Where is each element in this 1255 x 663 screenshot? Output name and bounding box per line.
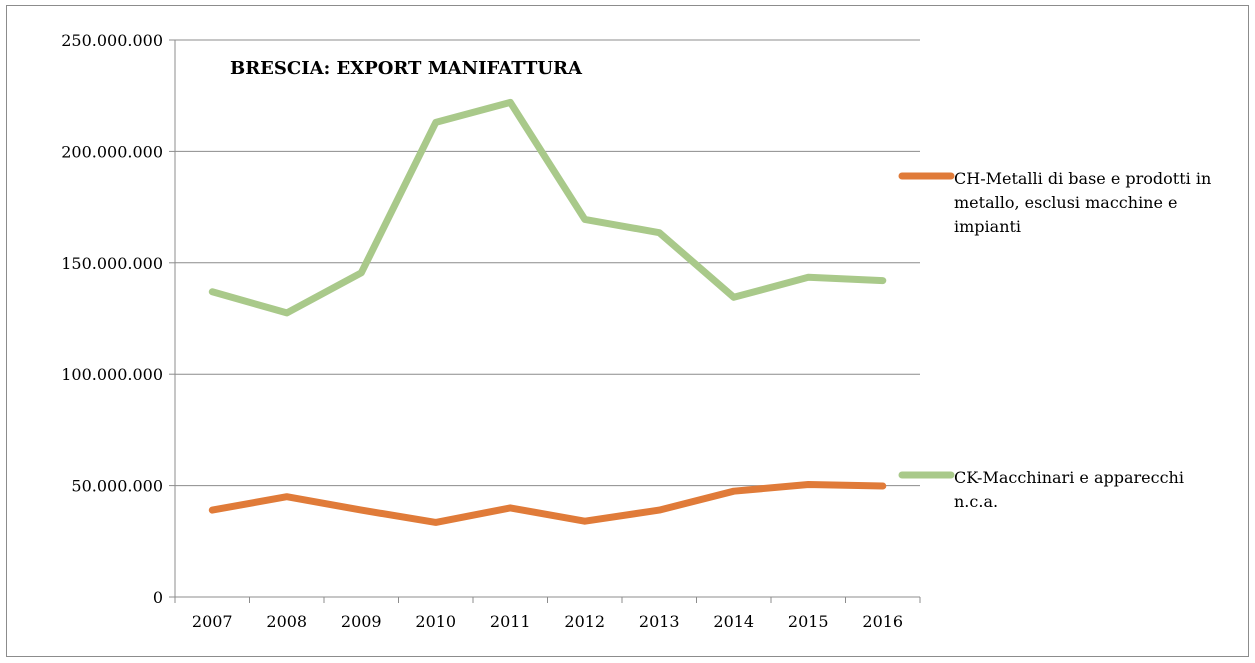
y-tick-label: 150.000.000 xyxy=(61,254,163,273)
x-tick-label: 2007 xyxy=(192,612,233,631)
legend-label-ck: CK-Macchinari e apparecchi n.c.a. xyxy=(954,468,1184,511)
legend-label-ch: CH-Metalli di base e prodotti in metallo… xyxy=(954,169,1212,236)
x-tick-label: 2016 xyxy=(862,612,903,631)
axes: 0 50.000.000 100.000.000 150.000.000 200.000… xyxy=(61,31,921,631)
x-tick-label: 2013 xyxy=(639,612,680,631)
x-tick-label: 2010 xyxy=(415,612,456,631)
gridlines xyxy=(175,39,920,487)
x-tick-label: 2015 xyxy=(788,612,829,631)
series-line-ch xyxy=(208,481,887,526)
series-lines xyxy=(208,98,887,526)
legend xyxy=(898,172,955,479)
x-tick-label: 2014 xyxy=(713,612,754,631)
y-tick-label: 250.000.000 xyxy=(61,31,163,50)
y-tick-label: 0 xyxy=(153,588,163,607)
x-tick-label: 2008 xyxy=(266,612,307,631)
y-tick-label: 100.000.000 xyxy=(61,365,163,384)
series-line-ck xyxy=(208,98,887,317)
chart-title: BRESCIA: EXPORT MANIFATTURA xyxy=(230,58,583,79)
y-tick-label: 50.000.000 xyxy=(71,477,163,496)
chart-frame xyxy=(6,5,1249,657)
x-tick-label: 2012 xyxy=(564,612,605,631)
x-tick-label: 2009 xyxy=(341,612,382,631)
y-tick-label: 200.000.000 xyxy=(61,142,163,161)
x-tick-label: 2011 xyxy=(490,612,531,631)
